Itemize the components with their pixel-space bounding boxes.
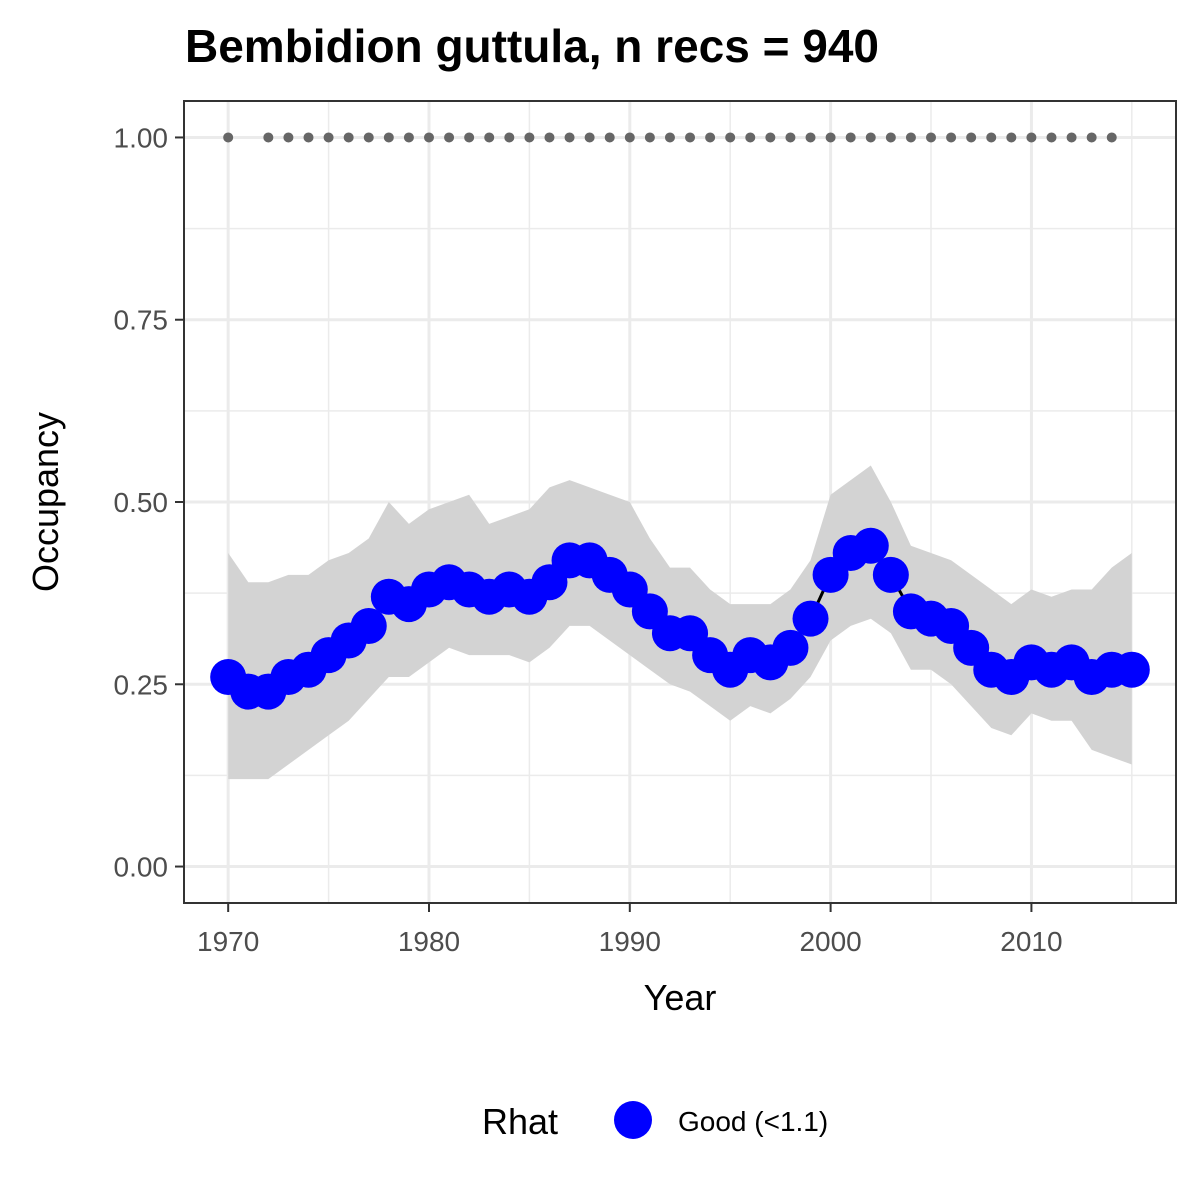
record-point xyxy=(785,132,796,143)
record-point xyxy=(564,132,575,143)
record-point xyxy=(624,132,635,143)
legend: Rhat Good (<1.1) xyxy=(482,1101,828,1142)
occupancy-point xyxy=(872,556,909,593)
record-point xyxy=(363,132,374,143)
occupancy-point xyxy=(350,607,387,644)
record-point xyxy=(444,132,455,143)
record-point xyxy=(584,132,595,143)
record-point xyxy=(403,132,414,143)
record-point xyxy=(464,132,475,143)
y-tick-label: 0.00 xyxy=(114,852,169,883)
legend-key-good xyxy=(614,1101,652,1139)
record-point xyxy=(1066,132,1077,143)
occupancy-point xyxy=(852,527,889,564)
record-point xyxy=(725,132,736,143)
record-point xyxy=(705,132,716,143)
record-point xyxy=(926,132,937,143)
record-point xyxy=(1026,132,1037,143)
occupancy-point xyxy=(792,600,829,637)
occupancy-point xyxy=(772,629,809,666)
record-point xyxy=(504,132,515,143)
record-point xyxy=(544,132,555,143)
y-tick-label: 1.00 xyxy=(114,122,169,153)
y-axis-title: Occupancy xyxy=(25,412,66,592)
record-point xyxy=(885,132,896,143)
record-year-points xyxy=(223,132,1117,143)
record-point xyxy=(745,132,756,143)
record-point xyxy=(283,132,294,143)
record-point xyxy=(1046,132,1057,143)
record-point xyxy=(343,132,354,143)
record-point xyxy=(524,132,535,143)
record-point xyxy=(905,132,916,143)
record-point xyxy=(223,132,234,143)
record-point xyxy=(825,132,836,143)
record-point xyxy=(604,132,615,143)
chart-title: Bembidion guttula, n recs = 940 xyxy=(185,20,879,72)
axes: 1970 1980 1990 2000 2010 0.00 0.25 0.50 0.75 1.00 xyxy=(114,122,1063,957)
y-tick-label: 0.50 xyxy=(114,487,169,518)
record-point xyxy=(946,132,957,143)
record-point xyxy=(423,132,434,143)
record-point xyxy=(986,132,997,143)
x-tick-label: 1990 xyxy=(599,926,661,957)
record-point xyxy=(644,132,655,143)
record-point xyxy=(323,132,334,143)
record-point xyxy=(303,132,314,143)
occupancy-point xyxy=(1113,651,1150,688)
legend-title: Rhat xyxy=(482,1101,558,1142)
x-axis-title: Year xyxy=(644,977,717,1018)
record-point xyxy=(1006,132,1017,143)
x-tick-label: 2010 xyxy=(1000,926,1062,957)
y-tick-label: 0.25 xyxy=(114,669,169,700)
record-point xyxy=(1106,132,1117,143)
record-point xyxy=(845,132,856,143)
record-point xyxy=(765,132,776,143)
record-point xyxy=(865,132,876,143)
record-point xyxy=(966,132,977,143)
record-point xyxy=(664,132,675,143)
x-tick-label: 2000 xyxy=(799,926,861,957)
y-tick-label: 0.75 xyxy=(114,305,169,336)
record-point xyxy=(263,132,274,143)
occupancy-points xyxy=(210,527,1150,710)
record-point xyxy=(805,132,816,143)
record-point xyxy=(484,132,495,143)
record-point xyxy=(685,132,696,143)
x-tick-label: 1980 xyxy=(398,926,460,957)
record-point xyxy=(383,132,394,143)
record-point xyxy=(1086,132,1097,143)
x-tick-label: 1970 xyxy=(197,926,259,957)
legend-label-good: Good (<1.1) xyxy=(678,1106,828,1137)
